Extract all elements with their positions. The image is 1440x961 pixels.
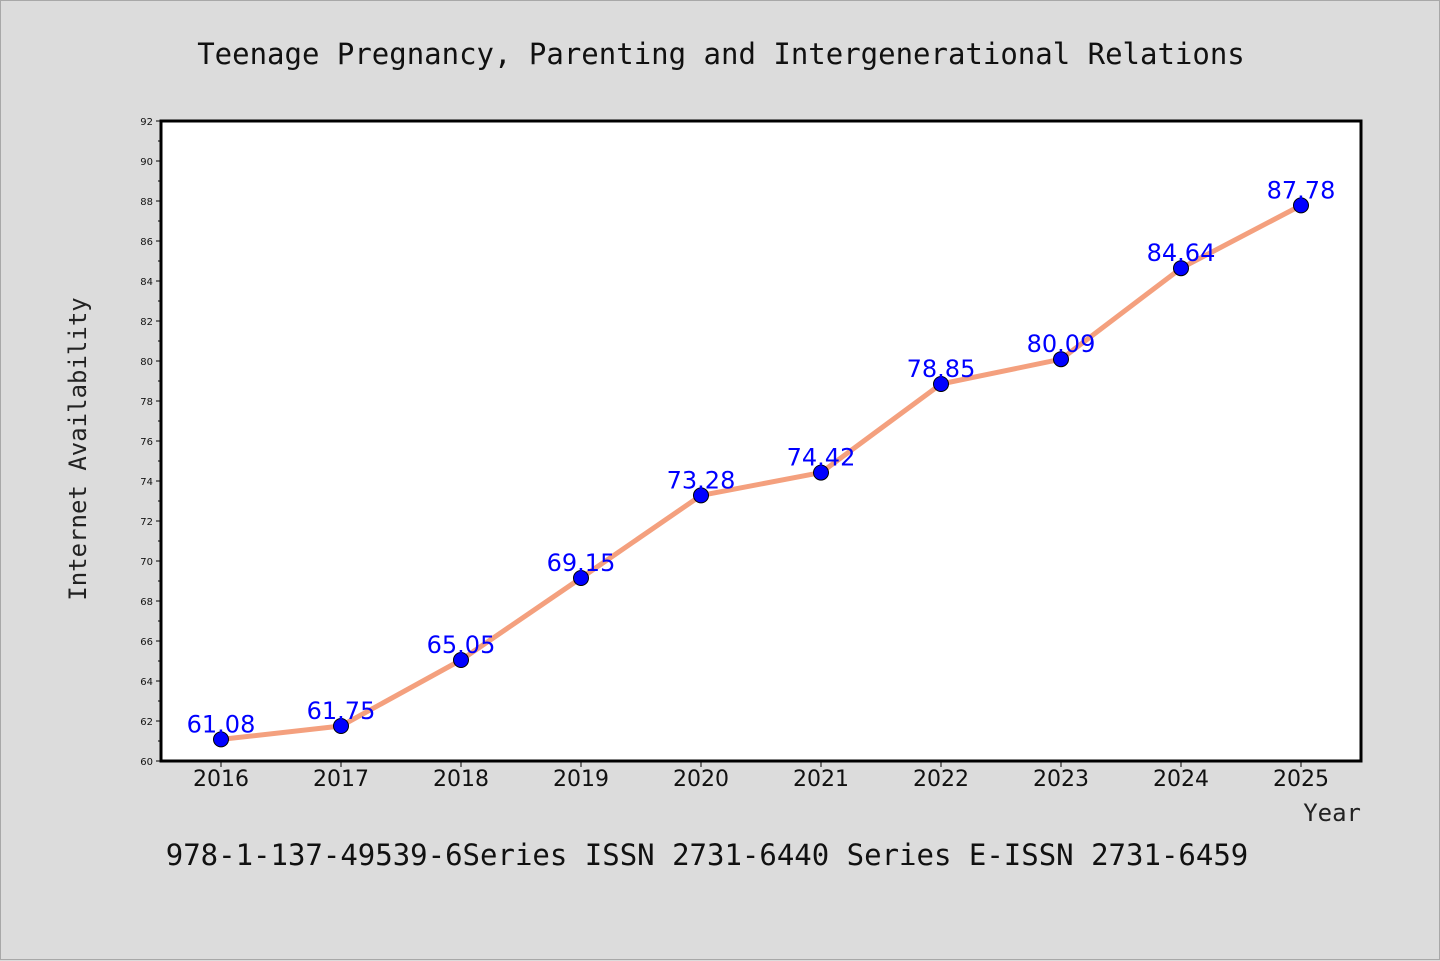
x-tick-label: 2017 [313,767,369,792]
x-tick-label: 2016 [193,767,249,792]
x-tick-label: 2025 [1273,767,1329,792]
y-tick-label: 72 [140,517,153,528]
data-label: 84.64 [1147,239,1216,267]
y-tick-label: 84 [140,277,153,288]
y-tick-label: 64 [140,677,153,688]
y-tick-label: 78 [140,397,153,408]
y-tick-label: 88 [140,197,153,208]
data-point [1173,260,1189,277]
data-point [453,652,469,668]
data-label: 80.09 [1027,330,1096,358]
x-tick-label: 2022 [913,767,969,792]
x-tick-label: 2024 [1153,767,1209,792]
x-tick-label: 2018 [433,767,489,792]
y-tick-label: 82 [140,317,153,328]
y-tick-label: 70 [140,557,153,568]
data-labels: 61.08 61.75 65.05 69.15 73.28 74.42 78.85 80.09… [187,176,1336,738]
y-tick-label: 74 [140,477,153,488]
data-label: 78.85 [907,355,976,383]
x-tick-label: 2019 [553,767,609,792]
data-label: 69.15 [547,549,616,577]
data-point [213,731,229,748]
y-tick-label: 80 [140,357,153,368]
y-tick-label: 66 [140,637,153,648]
series-line [218,202,1304,742]
x-tick-label: 2023 [1033,767,1089,792]
data-point [813,464,829,481]
data-point [1053,351,1069,368]
data-label: 74.42 [787,444,856,472]
x-axis-label: Year [1303,799,1361,827]
data-label: 65.05 [427,631,496,659]
data-label: 87.78 [1267,176,1336,204]
y-tick-label: 76 [140,437,153,448]
data-label: 73.28 [667,466,736,494]
y-axis-label: Internet Availability [64,297,92,600]
chart-title: Teenage Pregnancy, Parenting and Interge… [197,37,1245,71]
footer-text: 978-1-137-49539-6Series ISSN 2731-6440 S… [166,838,1249,872]
y-tick-label: 92 [140,117,153,128]
data-point [333,718,349,734]
y-tick-label: 90 [140,157,153,168]
x-tick-label: 2020 [673,767,729,792]
axis-ticks: 60 62 64 66 68 70 72 74 76 78 80 82 84 86 88 90 92 2016 20… [140,117,1329,792]
y-tick-label: 62 [140,717,153,728]
y-tick-label: 86 [140,237,153,248]
x-tick-label: 2021 [793,767,849,792]
y-tick-label: 68 [140,597,153,608]
y-tick-label: 60 [140,757,153,768]
data-point [573,570,589,586]
data-point [693,487,709,504]
plot-area [161,121,1361,761]
data-point [1293,197,1309,214]
series-layer [213,197,1309,748]
data-point [933,376,949,392]
data-label: 61.08 [187,710,256,738]
data-label: 61.75 [307,697,376,725]
plot-border [159,119,1363,763]
